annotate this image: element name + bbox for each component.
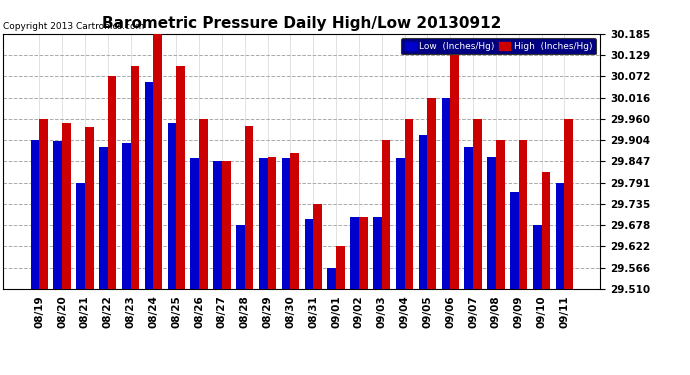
Bar xyxy=(62,123,71,289)
Bar xyxy=(336,246,345,289)
Bar xyxy=(268,156,276,289)
Bar xyxy=(145,82,153,289)
Bar xyxy=(373,217,382,289)
Bar xyxy=(510,192,519,289)
Bar xyxy=(108,76,117,289)
Bar xyxy=(176,66,185,289)
Bar xyxy=(451,55,459,289)
Bar xyxy=(351,217,359,289)
Bar xyxy=(556,183,564,289)
Bar xyxy=(77,183,85,289)
Bar xyxy=(359,217,368,289)
Bar xyxy=(122,143,130,289)
Bar xyxy=(519,140,527,289)
Bar xyxy=(222,161,230,289)
Bar xyxy=(99,147,108,289)
Bar xyxy=(259,158,268,289)
Bar xyxy=(487,156,496,289)
Bar xyxy=(153,34,162,289)
Bar xyxy=(199,119,208,289)
Bar xyxy=(236,225,245,289)
Bar xyxy=(442,98,451,289)
Bar xyxy=(130,66,139,289)
Bar xyxy=(313,204,322,289)
Bar xyxy=(496,140,504,289)
Bar xyxy=(245,126,253,289)
Bar xyxy=(213,161,222,289)
Bar xyxy=(39,119,48,289)
Legend: Low  (Inches/Hg), High  (Inches/Hg): Low (Inches/Hg), High (Inches/Hg) xyxy=(402,38,595,54)
Bar xyxy=(53,141,62,289)
Bar xyxy=(473,119,482,289)
Bar xyxy=(190,158,199,289)
Bar xyxy=(396,158,404,289)
Bar xyxy=(564,119,573,289)
Text: Copyright 2013 Cartronics.com: Copyright 2013 Cartronics.com xyxy=(3,22,145,31)
Bar xyxy=(282,158,290,289)
Bar xyxy=(85,128,94,289)
Bar xyxy=(542,172,551,289)
Bar xyxy=(168,123,176,289)
Bar xyxy=(533,225,542,289)
Bar xyxy=(304,219,313,289)
Bar xyxy=(428,98,436,289)
Bar xyxy=(464,147,473,289)
Bar xyxy=(404,119,413,289)
Bar xyxy=(419,135,428,289)
Bar xyxy=(328,268,336,289)
Bar xyxy=(382,140,391,289)
Bar xyxy=(30,140,39,289)
Bar xyxy=(290,153,299,289)
Title: Barometric Pressure Daily High/Low 20130912: Barometric Pressure Daily High/Low 20130… xyxy=(102,16,502,31)
